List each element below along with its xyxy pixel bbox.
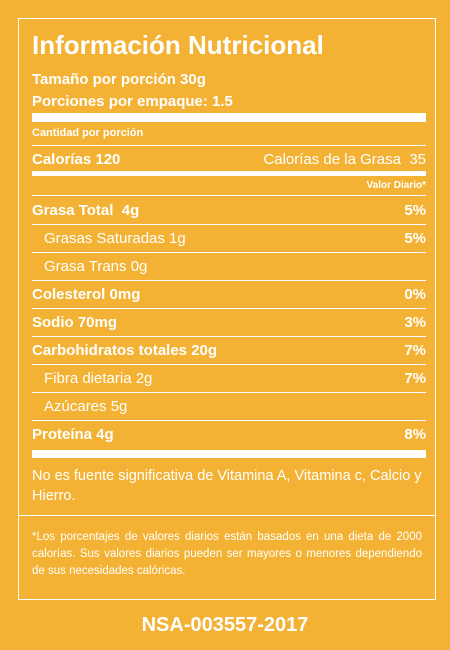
serving-size: Tamaño por porción 30g (32, 71, 206, 88)
registration: NSA-003557-2017 (141, 614, 309, 636)
rule (32, 145, 426, 146)
fat-calories: Calorías de la Grasa 35 (263, 151, 426, 168)
nutrient-name: Fibra dietaria 2g (44, 370, 153, 387)
nutrient-name: Proteína 4g (32, 426, 114, 443)
nutrient-row: Azúcares 5g (32, 393, 426, 421)
nutrient-row: Grasa Trans 0g (32, 253, 426, 281)
fat-calories-label: Calorías de la Grasa (263, 151, 401, 168)
daily-value: 8% (404, 426, 426, 443)
amount-per-serving: Cantidad por porción (32, 127, 144, 139)
daily-value: 3% (404, 314, 426, 331)
nutrient-rows: Grasa Total 4g 5% Grasas Saturadas 1g 5% Gra… (32, 197, 426, 448)
thick-rule (32, 450, 426, 458)
nutrient-name: Grasa Total 4g (32, 202, 140, 219)
nutrient-row: Grasas Saturadas 1g 5% (32, 225, 426, 253)
daily-value: 7% (404, 370, 426, 387)
nutrient-row: Fibra dietaria 2g 7% (32, 365, 426, 393)
rule (32, 195, 426, 196)
nutrient-row: Carbohidratos totales 20g 7% (32, 337, 426, 365)
label-border (18, 18, 436, 600)
nutrient-name: Grasas Saturadas 1g (44, 230, 186, 247)
nutrient-row: Colesterol 0mg 0% (32, 281, 426, 309)
daily-value-header: Valor Diario* (366, 180, 426, 191)
medium-rule (32, 171, 426, 176)
nutrient-name: Sodio 70mg (32, 314, 118, 331)
note: No es fuente significativa de Vitamina A… (32, 468, 422, 504)
calories: Calorías 120 (32, 151, 121, 168)
nutrient-name: Azúcares 5g (44, 398, 128, 415)
title: Información Nutricional (32, 30, 324, 60)
footnote: *Los porcentajes de valores diarios está… (32, 531, 422, 577)
daily-value: 7% (404, 342, 426, 359)
nutrient-name: Grasa Trans 0g (44, 258, 148, 275)
divider (18, 515, 436, 516)
nutrient-row: Grasa Total 4g 5% (32, 197, 426, 225)
daily-value: 0% (404, 286, 426, 303)
thick-rule (32, 113, 426, 122)
nutrient-row: Proteína 4g 8% (32, 421, 426, 448)
nutrient-name: Colesterol 0mg (32, 286, 141, 303)
daily-value: 5% (404, 230, 426, 247)
nutrient-name: Carbohidratos totales 20g (32, 342, 218, 359)
nutrient-row: Sodio 70mg 3% (32, 309, 426, 337)
servings: Porciones por empaque: 1.5 (32, 93, 233, 110)
fat-calories-value: 35 (409, 151, 426, 168)
daily-value: 5% (404, 202, 426, 219)
